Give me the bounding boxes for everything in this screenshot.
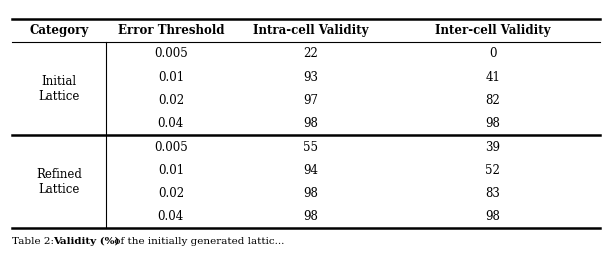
Text: 94: 94	[303, 164, 318, 177]
Text: 0.04: 0.04	[158, 210, 184, 223]
Text: 98: 98	[485, 117, 500, 130]
Text: Intra-cell Validity: Intra-cell Validity	[253, 24, 368, 37]
Text: 0: 0	[489, 47, 496, 60]
Text: 0.01: 0.01	[158, 71, 184, 84]
Text: 0.02: 0.02	[158, 187, 184, 200]
Text: 82: 82	[485, 94, 500, 107]
Text: 55: 55	[303, 141, 318, 153]
Text: 98: 98	[303, 187, 318, 200]
Text: 98: 98	[303, 210, 318, 223]
Text: 93: 93	[303, 71, 318, 84]
Text: Validity (%): Validity (%)	[53, 237, 120, 246]
Text: 41: 41	[485, 71, 500, 84]
Text: Refined
Lattice: Refined Lattice	[36, 168, 82, 196]
Text: 39: 39	[485, 141, 500, 153]
Text: Inter-cell Validity: Inter-cell Validity	[435, 24, 550, 37]
Text: Error Threshold: Error Threshold	[118, 24, 224, 37]
Text: 0.02: 0.02	[158, 94, 184, 107]
Text: 22: 22	[303, 47, 318, 60]
Text: 98: 98	[303, 117, 318, 130]
Text: 98: 98	[485, 210, 500, 223]
Text: Initial
Lattice: Initial Lattice	[38, 75, 80, 103]
Text: 0.01: 0.01	[158, 164, 184, 177]
Text: Category: Category	[30, 24, 88, 37]
Text: 0.005: 0.005	[154, 141, 188, 153]
Text: 0.04: 0.04	[158, 117, 184, 130]
Text: 52: 52	[485, 164, 500, 177]
Text: 0.005: 0.005	[154, 47, 188, 60]
Text: 97: 97	[303, 94, 318, 107]
Text: 83: 83	[485, 187, 500, 200]
Text: of the initially generated lattic...: of the initially generated lattic...	[111, 237, 284, 246]
Text: Table 2:: Table 2:	[12, 237, 58, 246]
